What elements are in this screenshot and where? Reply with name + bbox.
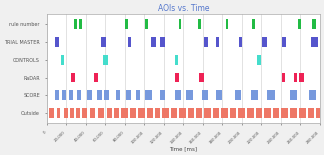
- Bar: [145, 19, 148, 29]
- Bar: [57, 108, 60, 118]
- Bar: [195, 108, 202, 118]
- Bar: [64, 108, 68, 118]
- Bar: [128, 37, 131, 47]
- Bar: [290, 108, 297, 118]
- Bar: [116, 91, 121, 100]
- Bar: [175, 73, 179, 82]
- Bar: [188, 108, 193, 118]
- Title: AOIs vs. Time: AOIs vs. Time: [157, 4, 209, 13]
- Bar: [82, 108, 87, 118]
- Bar: [151, 37, 156, 47]
- Bar: [55, 37, 59, 47]
- Bar: [251, 91, 258, 100]
- Bar: [126, 91, 131, 100]
- Bar: [179, 108, 186, 118]
- Bar: [309, 91, 317, 100]
- Bar: [94, 73, 98, 82]
- Bar: [130, 108, 136, 118]
- Bar: [282, 73, 285, 82]
- Bar: [98, 108, 104, 118]
- Bar: [122, 108, 128, 118]
- Bar: [104, 91, 109, 100]
- Bar: [107, 108, 112, 118]
- Bar: [230, 108, 237, 118]
- Bar: [160, 91, 165, 100]
- Bar: [311, 37, 318, 47]
- Bar: [186, 91, 192, 100]
- Bar: [235, 91, 241, 100]
- Bar: [204, 37, 208, 47]
- Bar: [49, 108, 54, 118]
- Bar: [312, 19, 317, 29]
- Bar: [221, 108, 228, 118]
- Bar: [308, 108, 315, 118]
- Bar: [215, 37, 219, 47]
- Bar: [294, 73, 297, 82]
- Bar: [135, 91, 140, 100]
- Bar: [175, 91, 181, 100]
- Bar: [97, 91, 102, 100]
- Bar: [199, 73, 204, 82]
- Bar: [77, 91, 81, 100]
- Bar: [239, 37, 242, 47]
- Bar: [317, 108, 320, 118]
- Bar: [238, 108, 245, 118]
- Bar: [69, 91, 73, 100]
- Bar: [204, 108, 211, 118]
- Bar: [282, 37, 286, 47]
- Bar: [213, 108, 219, 118]
- Bar: [256, 108, 262, 118]
- Bar: [61, 55, 64, 64]
- Bar: [87, 91, 92, 100]
- Bar: [247, 108, 254, 118]
- Bar: [63, 91, 66, 100]
- X-axis label: Time [ms]: Time [ms]: [169, 146, 197, 151]
- Bar: [226, 19, 228, 29]
- Bar: [103, 55, 108, 64]
- Bar: [272, 108, 279, 118]
- Bar: [145, 91, 152, 100]
- Bar: [298, 19, 301, 29]
- Bar: [162, 108, 169, 118]
- Bar: [155, 108, 160, 118]
- Bar: [264, 108, 271, 118]
- Bar: [175, 55, 178, 64]
- Bar: [171, 108, 177, 118]
- Bar: [90, 108, 95, 118]
- Bar: [101, 37, 106, 47]
- Bar: [138, 108, 145, 118]
- Bar: [76, 108, 79, 118]
- Bar: [215, 91, 222, 100]
- Bar: [79, 19, 82, 29]
- Bar: [202, 91, 208, 100]
- Bar: [262, 37, 267, 47]
- Bar: [299, 73, 304, 82]
- Bar: [70, 108, 74, 118]
- Bar: [160, 37, 165, 47]
- Bar: [258, 55, 261, 64]
- Bar: [114, 108, 120, 118]
- Bar: [299, 108, 306, 118]
- Bar: [71, 73, 75, 82]
- Bar: [252, 19, 255, 29]
- Bar: [281, 108, 288, 118]
- Bar: [198, 19, 201, 29]
- Bar: [267, 91, 274, 100]
- Bar: [55, 91, 59, 100]
- Bar: [179, 19, 181, 29]
- Bar: [290, 91, 297, 100]
- Bar: [74, 19, 76, 29]
- Bar: [147, 108, 153, 118]
- Bar: [125, 19, 128, 29]
